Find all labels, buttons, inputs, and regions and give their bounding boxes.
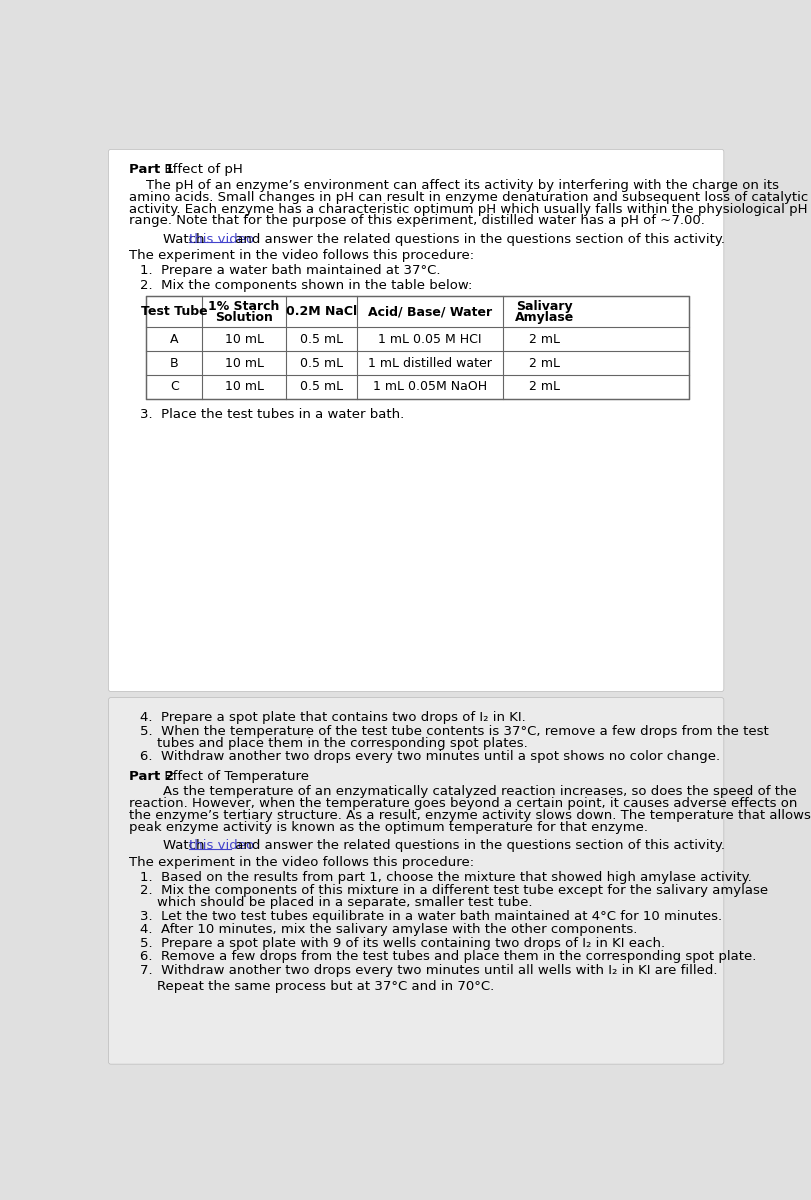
Text: 7.  Withdraw another two drops every two minutes until all wells with I₂ in KI a: 7. Withdraw another two drops every two … bbox=[140, 964, 717, 977]
Text: 2.  Mix the components shown in the table below:: 2. Mix the components shown in the table… bbox=[140, 280, 472, 292]
Text: Solution: Solution bbox=[215, 312, 272, 324]
Text: 1 mL 0.05M NaOH: 1 mL 0.05M NaOH bbox=[372, 380, 487, 394]
Text: Salivary: Salivary bbox=[516, 300, 573, 313]
Text: 6.  Remove a few drops from the test tubes and place them in the corresponding s: 6. Remove a few drops from the test tube… bbox=[140, 950, 756, 964]
Text: 3.  Place the test tubes in a water bath.: 3. Place the test tubes in a water bath. bbox=[140, 408, 404, 421]
Text: 1% Starch: 1% Starch bbox=[208, 300, 280, 313]
Text: 0.2M NaCl: 0.2M NaCl bbox=[285, 305, 357, 318]
Text: 10 mL: 10 mL bbox=[225, 356, 264, 370]
Text: Repeat the same process but at 37°C and in 70°C.: Repeat the same process but at 37°C and … bbox=[140, 980, 494, 994]
Text: 6.  Withdraw another two drops every two minutes until a spot shows no color cha: 6. Withdraw another two drops every two … bbox=[140, 750, 719, 763]
Text: Part 2: Part 2 bbox=[128, 770, 174, 784]
Text: The experiment in the video follows this procedure:: The experiment in the video follows this… bbox=[128, 856, 473, 869]
Text: A: A bbox=[169, 332, 178, 346]
FancyBboxPatch shape bbox=[109, 149, 723, 691]
Text: The experiment in the video follows this procedure:: The experiment in the video follows this… bbox=[128, 250, 473, 262]
Text: 10 mL: 10 mL bbox=[225, 380, 264, 394]
Text: reaction. However, when the temperature goes beyond a certain point, it causes a: reaction. However, when the temperature … bbox=[128, 797, 796, 810]
Text: Watch: Watch bbox=[128, 233, 208, 246]
Text: 0.5 mL: 0.5 mL bbox=[300, 356, 343, 370]
Text: Part 1: Part 1 bbox=[128, 163, 174, 176]
Text: As the temperature of an enzymatically catalyzed reaction increases, so does the: As the temperature of an enzymatically c… bbox=[128, 786, 796, 798]
Text: and answer the related questions in the questions section of this activity.: and answer the related questions in the … bbox=[231, 233, 724, 246]
Text: Acid/ Base/ Water: Acid/ Base/ Water bbox=[367, 305, 491, 318]
Text: 2 mL: 2 mL bbox=[529, 380, 560, 394]
Text: amino acids. Small changes in pH can result in enzyme denaturation and subsequen: amino acids. Small changes in pH can res… bbox=[128, 191, 807, 204]
Text: 1.  Prepare a water bath maintained at 37°C.: 1. Prepare a water bath maintained at 37… bbox=[140, 264, 440, 277]
Text: . Effect of Temperature: . Effect of Temperature bbox=[156, 770, 308, 784]
Text: 1 mL 0.05 M HCI: 1 mL 0.05 M HCI bbox=[378, 332, 481, 346]
Bar bbox=[146, 296, 688, 398]
Text: The pH of an enzyme’s environment can affect its activity by interfering with th: The pH of an enzyme’s environment can af… bbox=[128, 179, 778, 192]
Text: range. Note that for the purpose of this experiment, distilled water has a pH of: range. Note that for the purpose of this… bbox=[128, 215, 704, 228]
Text: 5.  Prepare a spot plate with 9 of its wells containing two drops of I₂ in KI ea: 5. Prepare a spot plate with 9 of its we… bbox=[140, 937, 664, 949]
Text: B: B bbox=[169, 356, 178, 370]
Text: the enzyme’s tertiary structure. As a result, enzyme activity slows down. The te: the enzyme’s tertiary structure. As a re… bbox=[128, 809, 809, 822]
Text: 1 mL distilled water: 1 mL distilled water bbox=[367, 356, 491, 370]
Text: 2 mL: 2 mL bbox=[529, 332, 560, 346]
Text: C: C bbox=[169, 380, 178, 394]
Text: 0.5 mL: 0.5 mL bbox=[300, 332, 343, 346]
Text: 5.  When the temperature of the test tube contents is 37°C, remove a few drops f: 5. When the temperature of the test tube… bbox=[140, 725, 768, 738]
Text: . Effect of pH: . Effect of pH bbox=[156, 163, 242, 176]
Text: Test Tube: Test Tube bbox=[141, 305, 208, 318]
Text: 2 mL: 2 mL bbox=[529, 356, 560, 370]
Text: activity. Each enzyme has a characteristic optimum pH which usually falls within: activity. Each enzyme has a characterist… bbox=[128, 203, 806, 216]
FancyBboxPatch shape bbox=[109, 697, 723, 1064]
Text: peak enzyme activity is known as the optimum temperature for that enzyme.: peak enzyme activity is known as the opt… bbox=[128, 821, 647, 834]
Text: this video: this video bbox=[188, 839, 253, 852]
Text: tubes and place them in the corresponding spot plates.: tubes and place them in the correspondin… bbox=[140, 737, 527, 750]
Text: 2.  Mix the components of this mixture in a different test tube except for the s: 2. Mix the components of this mixture in… bbox=[140, 884, 767, 898]
Text: 4.  After 10 minutes, mix the salivary amylase with the other components.: 4. After 10 minutes, mix the salivary am… bbox=[140, 923, 637, 936]
Text: Watch: Watch bbox=[128, 839, 208, 852]
Text: which should be placed in a separate, smaller test tube.: which should be placed in a separate, sm… bbox=[140, 896, 532, 910]
Text: 3.  Let the two test tubes equilibrate in a water bath maintained at 4°C for 10 : 3. Let the two test tubes equilibrate in… bbox=[140, 910, 722, 923]
Text: and answer the related questions in the questions section of this activity.: and answer the related questions in the … bbox=[231, 839, 724, 852]
Text: 10 mL: 10 mL bbox=[225, 332, 264, 346]
Text: 0.5 mL: 0.5 mL bbox=[300, 380, 343, 394]
Text: Amylase: Amylase bbox=[514, 312, 573, 324]
Text: 1.  Based on the results from part 1, choose the mixture that showed high amylas: 1. Based on the results from part 1, cho… bbox=[140, 871, 751, 884]
Text: 4.  Prepare a spot plate that contains two drops of I₂ in KI.: 4. Prepare a spot plate that contains tw… bbox=[140, 712, 526, 725]
Text: this video: this video bbox=[188, 233, 253, 246]
